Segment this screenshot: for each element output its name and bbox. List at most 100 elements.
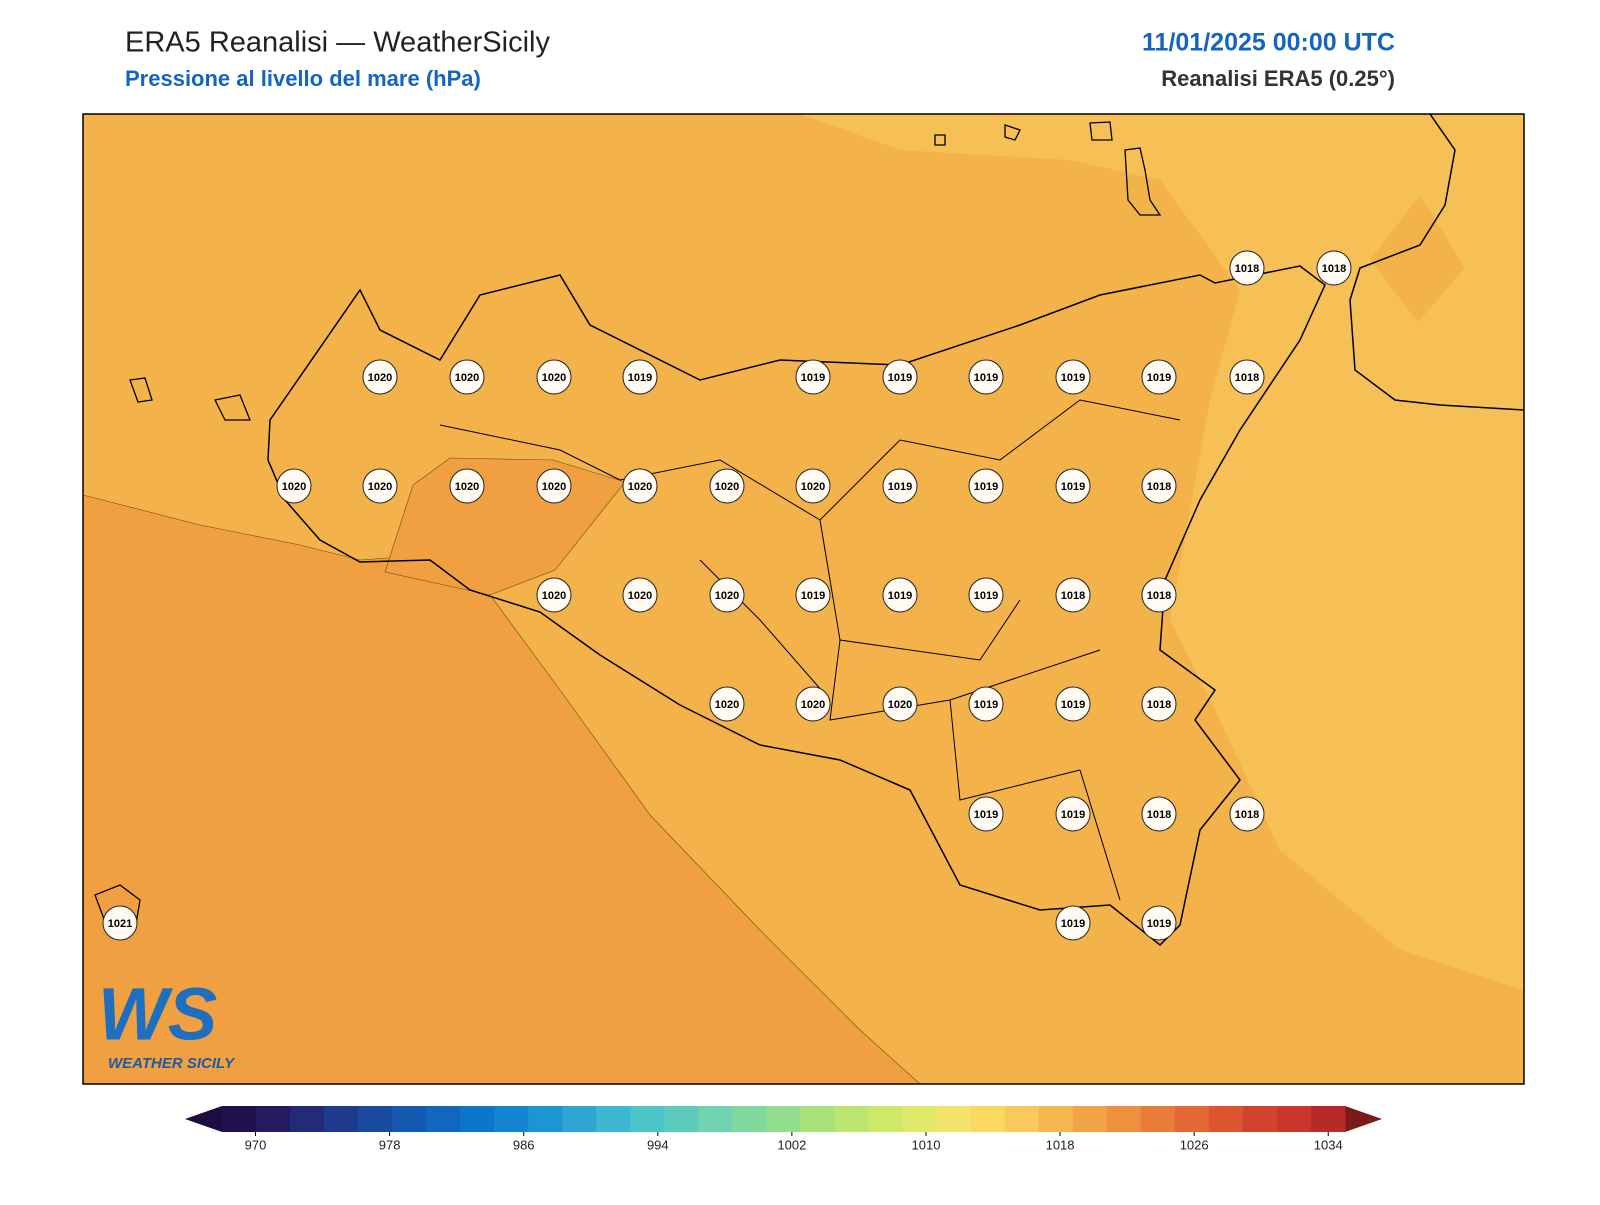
station-value: 1019: [1147, 372, 1171, 384]
colorbar-tick-label: 986: [513, 1137, 535, 1152]
station-value: 1018: [1147, 699, 1171, 711]
station-marker: [968, 796, 1004, 832]
station-marker: [276, 468, 312, 504]
colorbar-cell: [664, 1106, 699, 1132]
colorbar-tick-label: 970: [245, 1137, 267, 1152]
station-value: 1019: [1061, 372, 1085, 384]
colorbar-cell: [1174, 1106, 1210, 1132]
colorbar-cell: [358, 1106, 393, 1132]
colorbar-cell: [1276, 1106, 1312, 1132]
colorbar-cell: [698, 1106, 733, 1132]
station-marker: [362, 359, 398, 395]
colorbar-tick-label: 994: [647, 1137, 669, 1152]
colorbar-cell: [392, 1106, 427, 1132]
station-value: 1021: [108, 918, 132, 930]
colorbar-cell: [1004, 1106, 1040, 1132]
colorbar-cell: [528, 1106, 563, 1132]
station-value: 1020: [801, 481, 825, 493]
colorbar-cell: [1310, 1106, 1346, 1132]
station-marker: [1141, 359, 1177, 395]
station-value: 1019: [1061, 809, 1085, 821]
station-marker: [1316, 250, 1352, 286]
colorbar-cell: [902, 1106, 938, 1132]
station-value: 1020: [368, 372, 392, 384]
colorbar-cell: [290, 1106, 325, 1132]
station-value: 1019: [1061, 918, 1085, 930]
station-value: 1019: [974, 372, 998, 384]
map-frame: [82, 113, 1525, 1085]
logo-mark: WS: [98, 973, 217, 1056]
colorbar-cell: [562, 1106, 597, 1132]
station-value: 1018: [1235, 263, 1259, 275]
station-value: 1019: [1061, 699, 1085, 711]
colorbar-cell: [324, 1106, 359, 1132]
station-value: 1019: [974, 809, 998, 821]
station-marker: [795, 686, 831, 722]
colorbar-tick-label: 1026: [1180, 1137, 1209, 1152]
station-marker: [1055, 577, 1091, 613]
station-value: 1020: [801, 699, 825, 711]
colorbar-cell: [460, 1106, 495, 1132]
station-value: 1020: [888, 699, 912, 711]
station-value: 1019: [1147, 918, 1171, 930]
station-marker: [795, 359, 831, 395]
station-marker: [709, 686, 745, 722]
colorbar-cell: [630, 1106, 665, 1132]
station-layer: 1018 1018 1020 1020 1020 1019 1019 1019 1019 1019…: [102, 250, 1352, 941]
station-value: 1019: [801, 372, 825, 384]
colorbar-cell: [970, 1106, 1006, 1132]
date: 11/01/2025 00:00 UTC: [1142, 29, 1395, 57]
pressure-zone: [800, 114, 1524, 990]
station-marker: [449, 468, 485, 504]
colorbar-cell: [1072, 1106, 1108, 1132]
station-marker: [1141, 796, 1177, 832]
station-marker: [795, 468, 831, 504]
station-marker: [622, 577, 658, 613]
station-value: 1019: [888, 590, 912, 602]
colorbar: 970 978 986 994 1002 1010 1018 1026 1034: [185, 1106, 1382, 1152]
station-value: 1019: [1061, 481, 1085, 493]
colorbar-cell: [1038, 1106, 1074, 1132]
station-value: 1020: [628, 481, 652, 493]
station-value: 1020: [542, 481, 566, 493]
station-value: 1019: [974, 699, 998, 711]
station-value: 1019: [888, 372, 912, 384]
colorbar-cell: [256, 1106, 291, 1132]
station-value: 1019: [974, 481, 998, 493]
station-marker: [795, 577, 831, 613]
station-marker: [1229, 250, 1265, 286]
station-value: 1020: [715, 699, 739, 711]
station-marker: [1055, 905, 1091, 941]
station-marker: [968, 577, 1004, 613]
colorbar-cell: [1106, 1106, 1142, 1132]
colorbar-extend-over: [1345, 1106, 1382, 1132]
station-marker: [1141, 686, 1177, 722]
logo-text: WEATHER SICILY: [108, 1055, 236, 1072]
station-value: 1020: [715, 590, 739, 602]
station-marker: [968, 686, 1004, 722]
colorbar-cell: [426, 1106, 461, 1132]
station-value: 1020: [628, 590, 652, 602]
map-area: [82, 113, 1525, 1085]
station-marker: [1055, 359, 1091, 395]
title: ERA5 Reanalisi — WeatherSicily: [125, 27, 550, 59]
station-marker: [968, 359, 1004, 395]
station-value: 1020: [455, 372, 479, 384]
station-value: 1018: [1147, 809, 1171, 821]
source: Reanalisi ERA5 (0.25°): [1161, 66, 1395, 91]
colorbar-tick-label: 1034: [1314, 1137, 1343, 1152]
station-marker: [1055, 468, 1091, 504]
colorbar-cell: [1242, 1106, 1278, 1132]
station-marker: [362, 468, 398, 504]
station-marker: [536, 468, 572, 504]
station-value: 1020: [455, 481, 479, 493]
station-value: 1019: [888, 481, 912, 493]
station-value: 1018: [1322, 263, 1346, 275]
station-value: 1018: [1235, 372, 1259, 384]
coastline: [267, 265, 1326, 947]
station-value: 1020: [542, 372, 566, 384]
station-marker: [968, 468, 1004, 504]
colorbar-tick-label: 1018: [1046, 1137, 1075, 1152]
pressure-zone: [1370, 195, 1465, 322]
